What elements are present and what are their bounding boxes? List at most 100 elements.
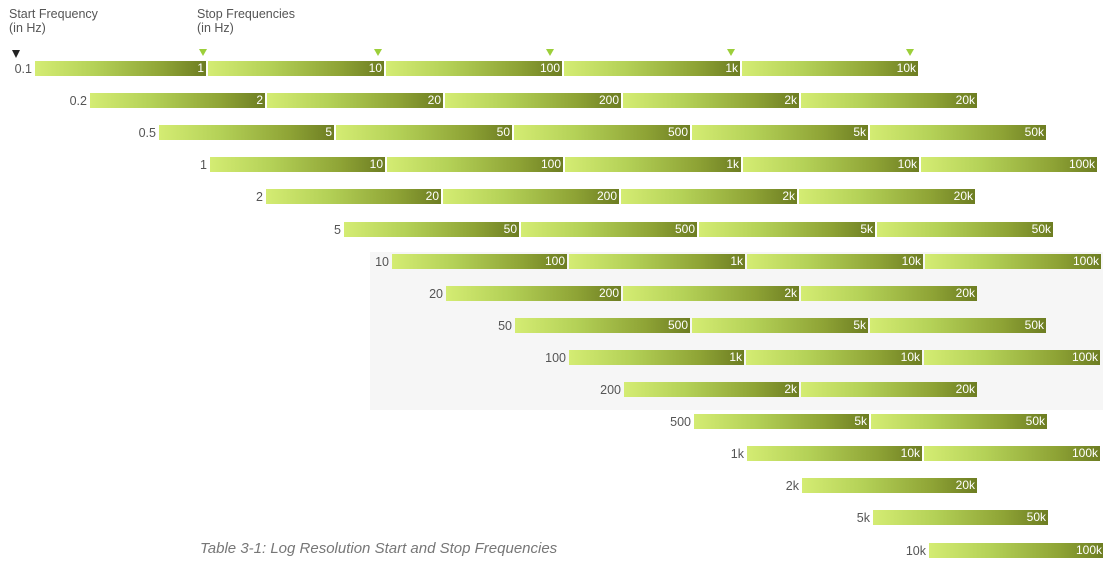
- start-frequency-label: 5: [334, 223, 341, 237]
- stop-frequency-segment: 1k: [569, 350, 744, 365]
- stop-frequency-label: 100: [544, 254, 565, 268]
- start-frequency-label: 0.5: [138, 126, 156, 140]
- stop-frequency-segment: 20: [266, 189, 441, 204]
- stop-frequency-segment: 10k: [743, 157, 919, 172]
- stop-frequency-label: 50: [496, 125, 510, 139]
- stop-frequency-label: 5k: [853, 318, 866, 332]
- stop-frequency-label: 200: [598, 286, 619, 300]
- stop-frequency-label: 10k: [900, 446, 920, 460]
- start-frequency-label: 10k: [905, 544, 926, 558]
- stop-frequency-label: 100k: [1071, 350, 1098, 364]
- stop-frequency-label: 10k: [900, 350, 920, 364]
- stop-frequency-segment: 500: [515, 318, 690, 333]
- stop-frequency-label: 2k: [784, 286, 797, 300]
- stop-frequency-segment: 2k: [624, 382, 799, 397]
- stop-frequency-segment: 100k: [924, 446, 1100, 461]
- stop-frequency-label: 50k: [1025, 414, 1045, 428]
- stop-frequency-label: 100: [539, 61, 560, 75]
- stop-frequencies-unit: (in Hz): [197, 21, 234, 35]
- stop-frequency-label: 50k: [1031, 222, 1051, 236]
- stop-frequency-label: 100k: [1072, 254, 1099, 268]
- stop-frequency-segment: 10k: [747, 254, 923, 269]
- stop-marker-icon: [906, 49, 914, 56]
- stop-frequency-segment: 5k: [692, 125, 868, 140]
- stop-frequency-label: 5k: [860, 222, 873, 236]
- stop-frequency-segment: 5k: [692, 318, 868, 333]
- stop-frequency-segment: 20k: [801, 93, 977, 108]
- stop-frequency-segment: 50k: [871, 414, 1047, 429]
- stop-frequency-label: 10k: [896, 61, 916, 75]
- stop-frequency-label: 2k: [784, 382, 797, 396]
- stop-frequency-segment: 20k: [799, 189, 975, 204]
- stop-frequency-segment: 20: [267, 93, 443, 108]
- start-frequency-label: 5k: [856, 511, 870, 525]
- stop-frequency-label: 1k: [725, 61, 738, 75]
- stop-frequency-label: 1: [197, 61, 204, 75]
- stop-frequency-label: 10k: [897, 157, 917, 171]
- stop-frequency-label: 10: [369, 157, 383, 171]
- stop-frequency-label: 50: [503, 222, 517, 236]
- stop-frequency-label: 2: [256, 93, 263, 107]
- stop-frequency-label: 20k: [953, 189, 973, 203]
- stop-frequency-label: 5k: [853, 125, 866, 139]
- stop-frequency-segment: 20k: [802, 478, 977, 493]
- start-frequency-label: 2: [256, 190, 263, 204]
- stop-frequency-segment: 10k: [746, 350, 922, 365]
- stop-frequency-segment: 500: [521, 222, 697, 237]
- stop-frequency-label: 2k: [784, 93, 797, 107]
- stop-frequency-label: 200: [596, 189, 617, 203]
- start-frequency-label: 0.2: [69, 94, 87, 108]
- stop-frequency-segment: 100k: [929, 543, 1103, 558]
- stop-frequency-segment: 20k: [801, 286, 977, 301]
- stop-frequency-segment: 50k: [870, 125, 1046, 140]
- stop-frequency-label: 2k: [782, 189, 795, 203]
- stop-frequency-segment: 2k: [623, 286, 799, 301]
- start-frequency-label: 1: [200, 158, 207, 172]
- stop-frequency-segment: 5: [159, 125, 334, 140]
- stop-frequency-segment: 50: [344, 222, 519, 237]
- stop-frequency-segment: 10: [208, 61, 384, 76]
- stop-frequency-segment: 2: [90, 93, 265, 108]
- start-frequency-label: 500: [670, 415, 691, 429]
- stop-frequency-label: 20: [425, 189, 439, 203]
- stop-frequency-label: 10: [368, 61, 382, 75]
- stop-frequency-label: 500: [667, 125, 688, 139]
- stop-frequency-segment: 500: [514, 125, 690, 140]
- stop-frequency-label: 20k: [955, 382, 975, 396]
- stop-frequency-label: 50k: [1024, 318, 1044, 332]
- stop-frequency-segment: 50k: [870, 318, 1046, 333]
- stop-frequency-label: 500: [667, 318, 688, 332]
- start-frequency-label: 100: [545, 351, 566, 365]
- stop-frequency-segment: 5k: [694, 414, 869, 429]
- start-frequency-label: 200: [600, 383, 621, 397]
- stop-frequency-segment: 1: [35, 61, 206, 76]
- stop-frequency-segment: 200: [445, 93, 621, 108]
- start-frequency-header: Start Frequency (in Hz): [9, 7, 98, 35]
- stop-frequency-label: 50k: [1026, 510, 1046, 524]
- stop-frequency-label: 10k: [901, 254, 921, 268]
- stop-frequency-segment: 20k: [801, 382, 977, 397]
- stop-frequency-segment: 100k: [921, 157, 1097, 172]
- stop-frequency-segment: 1k: [565, 157, 741, 172]
- stop-frequency-label: 20k: [955, 286, 975, 300]
- stop-frequency-label: 1k: [730, 254, 743, 268]
- stop-frequency-label: 20: [427, 93, 441, 107]
- stop-frequency-label: 100k: [1068, 157, 1095, 171]
- stop-frequency-label: 100: [540, 157, 561, 171]
- stop-marker-icon: [199, 49, 207, 56]
- start-frequency-label: 50: [498, 319, 512, 333]
- stop-marker-icon: [546, 49, 554, 56]
- stop-frequency-segment: 50k: [873, 510, 1048, 525]
- stop-frequency-label: 100k: [1071, 446, 1098, 460]
- start-frequency-label: 0.1: [14, 62, 32, 76]
- stop-frequency-segment: 2k: [623, 93, 799, 108]
- start-marker-icon: [12, 50, 20, 58]
- stop-frequency-label: 5k: [854, 414, 867, 428]
- stop-frequency-segment: 100: [387, 157, 563, 172]
- stop-marker-icon: [374, 49, 382, 56]
- stop-frequency-segment: 50k: [877, 222, 1053, 237]
- start-frequency-label: 10: [375, 255, 389, 269]
- stop-frequency-segment: 10: [210, 157, 385, 172]
- stop-marker-icon: [727, 49, 735, 56]
- stop-frequency-segment: 200: [446, 286, 621, 301]
